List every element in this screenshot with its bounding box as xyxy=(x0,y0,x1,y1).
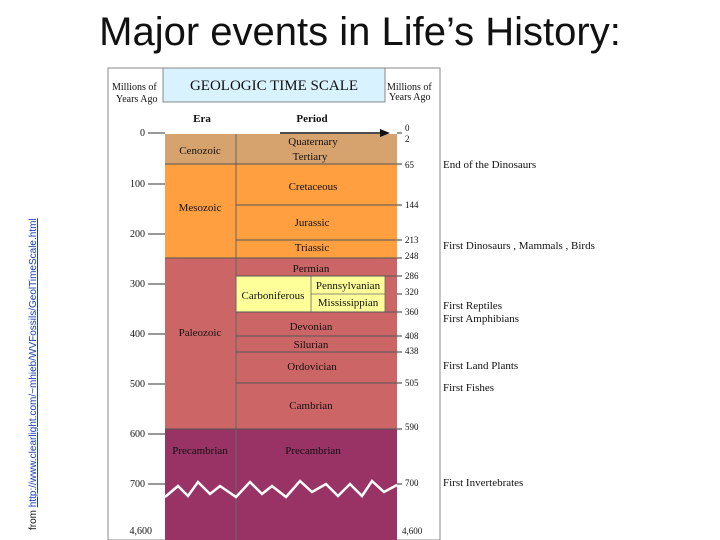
event-first-invertebrates: First Invertebrates xyxy=(443,477,523,489)
period-label-ordovician: Ordovician xyxy=(287,361,337,373)
period-label-jurassic: Jurassic xyxy=(295,217,330,229)
mesozoic-era-block xyxy=(165,164,397,258)
left-tick-marks xyxy=(148,132,165,485)
right-tick-label: 286 xyxy=(405,271,419,281)
period-label-permian: Permian xyxy=(293,263,330,275)
event-first-fishes: First Fishes xyxy=(443,382,494,394)
left-tick-label: 100 xyxy=(130,179,145,190)
right-tick-label: 320 xyxy=(405,287,419,297)
right-units-line2: Years Ago xyxy=(389,92,431,103)
slide-title: Major events in Life’s History: xyxy=(99,10,621,54)
right-tick-label: 144 xyxy=(405,200,419,210)
event-end-of-dinosaurs: End of the Dinosaurs xyxy=(443,159,536,171)
period-label-carboniferous: Carboniferous xyxy=(242,290,305,302)
right-tick-label: 408 xyxy=(405,331,419,341)
event-first-reptiles: First Reptiles xyxy=(443,300,502,312)
event-first-amphibians: First Amphibians xyxy=(443,313,519,325)
precambrian-squiggle xyxy=(164,479,398,499)
period-boundaries xyxy=(165,163,397,430)
period-label-pennsylvanian: Pennsylvanian xyxy=(316,280,381,292)
left-tick-label: 200 xyxy=(130,229,145,240)
period-label-tertiary: Tertiary xyxy=(293,151,328,163)
left-tick-label: 600 xyxy=(130,429,145,440)
right-tick-label: 700 xyxy=(405,478,419,488)
quaternary-arrow-icon xyxy=(380,129,390,137)
right-tick-label: 590 xyxy=(405,422,419,432)
right-tick-label: 248 xyxy=(405,251,419,261)
precambrian-era-block xyxy=(165,429,397,540)
scale-header-title: GEOLOGIC TIME SCALE xyxy=(190,78,358,94)
right-units-line1: Millions of xyxy=(387,82,432,93)
era-label-mesozoic: Mesozoic xyxy=(179,202,222,214)
period-label-quaternary: Quaternary xyxy=(288,136,338,148)
era-label-paleozoic: Paleozoic xyxy=(179,327,222,339)
left-units-line2: Years Ago xyxy=(116,94,158,105)
left-tick-label: 0 xyxy=(140,128,145,139)
scale-header xyxy=(162,67,386,103)
right-tick-label: 0 xyxy=(405,123,410,133)
period-label-devonian: Devonian xyxy=(290,321,333,333)
left-units-line1: Millions of xyxy=(112,82,157,93)
right-tick-label: 2 xyxy=(405,134,410,144)
period-label-cretaceous: Cretaceous xyxy=(289,181,338,193)
cenozoic-era-block xyxy=(165,134,397,164)
period-label-precambrian: Precambrian xyxy=(285,445,341,457)
period-label-cambrian: Cambrian xyxy=(289,400,333,412)
left-tick-label: 300 xyxy=(130,279,145,290)
event-first-dinosaurs-mammals-birds: First Dinosaurs , Mammals , Birds xyxy=(443,240,595,252)
period-label-mississippian: Mississippian xyxy=(318,297,379,309)
left-tick-label: 700 xyxy=(130,479,145,490)
left-tick-label: 400 xyxy=(130,329,145,340)
era-label-precambrian: Precambrian xyxy=(172,445,228,457)
right-tick-label: 438 xyxy=(405,346,419,356)
left-tick-label: 500 xyxy=(130,379,145,390)
right-tick-label: 360 xyxy=(405,307,419,317)
right-tick-label: 65 xyxy=(405,160,415,170)
right-tick-label: 213 xyxy=(405,235,419,245)
right-tick-marks xyxy=(397,132,402,485)
era-label-cenozoic: Cenozoic xyxy=(179,145,221,157)
left-tick-label: 4,600 xyxy=(130,526,153,537)
right-tick-label: 4,600 xyxy=(402,526,423,536)
event-first-land-plants: First Land Plants xyxy=(443,360,518,372)
period-label-silurian: Silurian xyxy=(294,339,329,351)
period-column-heading: Period xyxy=(296,113,327,125)
era-column-heading: Era xyxy=(193,113,211,125)
period-label-triassic: Triassic xyxy=(295,242,330,254)
right-tick-label: 505 xyxy=(405,378,419,388)
